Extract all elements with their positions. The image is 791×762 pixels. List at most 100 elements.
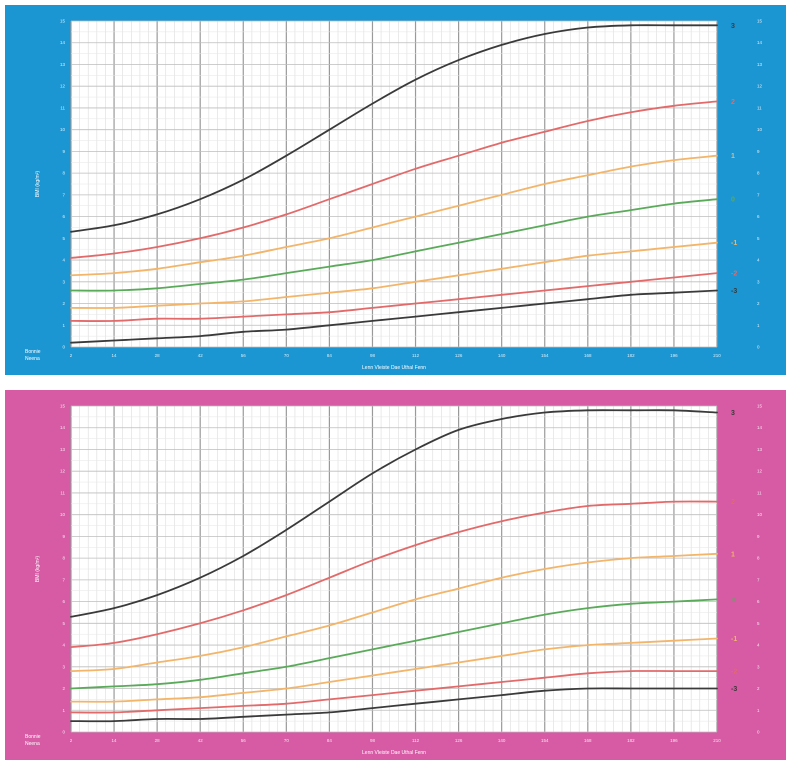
x-tick-label: 126 — [455, 353, 463, 358]
y-tick-label-right: 13 — [757, 447, 763, 452]
y-tick-label-right: 4 — [757, 643, 760, 648]
series-end-label: -2 — [731, 669, 737, 676]
x-axis-label: Lenn Vleiste Dae Uthal Fenn — [362, 750, 426, 756]
y-tick-label-right: 5 — [757, 621, 760, 626]
y-tick-label: 2 — [62, 301, 65, 306]
y-tick-label-right: 9 — [757, 149, 760, 154]
y-tick-label-right: 3 — [757, 664, 760, 669]
series-end-label: -3 — [731, 288, 737, 295]
x-tick-label: 196 — [670, 353, 678, 358]
x-tick-label: 2 — [70, 738, 73, 743]
series-end-label: 0 — [731, 197, 735, 204]
x-tick-label: 56 — [241, 353, 247, 358]
x-tick-label: 70 — [284, 353, 290, 358]
x-tick-label: 14 — [112, 738, 118, 743]
y-tick-label: 12 — [60, 469, 66, 474]
boys-bmi-chart-panel: 15 15 14 14 13 13 12 12 11 11 10 10 9 9 8 8 7 7 6 6 5 5 4 4 3 3 2 2… — [5, 5, 786, 375]
x-tick-label: 70 — [284, 738, 290, 743]
x-tick-label: 42 — [198, 353, 204, 358]
series-line-z2 — [70, 500, 718, 649]
series-line-z2 — [70, 100, 718, 259]
series-line-z-2 — [70, 670, 718, 714]
grid — [70, 20, 718, 348]
y-tick-label: 4 — [62, 643, 65, 648]
series-line-z-2 — [70, 272, 718, 322]
series-end-label: -2 — [731, 271, 737, 278]
y-tick-label-right: 14 — [757, 425, 763, 430]
corner-label-2: Neena — [25, 741, 40, 747]
x-tick-label: 42 — [198, 738, 204, 743]
y-tick-label-right: 0 — [757, 345, 760, 350]
x-tick-label: 196 — [670, 738, 678, 743]
series-end-label: 0 — [731, 597, 735, 604]
x-axis-label: Lenn Vleiste Dae Uthal Fenn — [362, 365, 426, 371]
y-tick-label: 1 — [62, 323, 65, 328]
y-tick-label-right: 12 — [757, 84, 763, 89]
y-tick-label-right: 11 — [757, 490, 762, 495]
y-axis-label: BMI (kg/m²) — [35, 556, 41, 582]
y-tick-label-right: 6 — [757, 599, 760, 604]
y-tick-label: 10 — [60, 127, 66, 132]
y-tick-label-right: 13 — [757, 62, 763, 67]
series-line-z-1 — [70, 637, 718, 703]
series-end-label: 2 — [731, 499, 735, 506]
x-tick-label: 182 — [627, 353, 635, 358]
y-tick-label: 6 — [62, 214, 65, 219]
grid — [70, 405, 718, 733]
y-tick-label: 11 — [60, 105, 65, 110]
y-tick-label: 7 — [62, 577, 65, 582]
y-tick-label-right: 9 — [757, 534, 760, 539]
y-tick-label-right: 7 — [757, 192, 760, 197]
y-tick-label: 14 — [60, 425, 66, 430]
y-tick-label-right: 1 — [757, 323, 760, 328]
series-end-label: 2 — [731, 99, 735, 106]
y-tick-label-right: 5 — [757, 236, 760, 241]
y-tick-label: 14 — [60, 40, 66, 45]
y-tick-label-right: 3 — [757, 279, 760, 284]
series-end-label: -3 — [731, 686, 737, 693]
series-end-label: 1 — [731, 153, 735, 160]
x-tick-label: 140 — [498, 353, 506, 358]
y-tick-label: 5 — [62, 621, 65, 626]
x-tick-label: 56 — [241, 738, 247, 743]
series-end-label: 3 — [731, 23, 735, 30]
x-tick-label: 84 — [327, 353, 333, 358]
series-line-z3 — [70, 24, 718, 233]
y-tick-label: 0 — [62, 730, 65, 735]
y-tick-label-right: 8 — [757, 171, 760, 176]
y-tick-label: 8 — [62, 171, 65, 176]
y-tick-label-right: 8 — [757, 556, 760, 561]
x-tick-label: 126 — [455, 738, 463, 743]
x-tick-label: 2 — [70, 353, 73, 358]
x-tick-label: 112 — [412, 738, 420, 743]
x-tick-label: 98 — [370, 738, 376, 743]
series-line-z3 — [70, 409, 718, 618]
corner-label: Bonnie — [25, 349, 41, 355]
y-tick-label-right: 12 — [757, 469, 763, 474]
y-tick-label: 2 — [62, 686, 65, 691]
y-tick-label: 8 — [62, 556, 65, 561]
series-end-label: -1 — [731, 636, 737, 643]
y-tick-label-right: 4 — [757, 258, 760, 263]
x-tick-label: 154 — [541, 353, 549, 358]
y-axis-label: BMI (kg/m²) — [35, 171, 41, 197]
y-tick-label-right: 10 — [757, 127, 763, 132]
series-end-label: 1 — [731, 551, 735, 558]
corner-label: Bonnie — [25, 734, 41, 740]
y-tick-label: 4 — [62, 258, 65, 263]
y-tick-label-right: 14 — [757, 40, 763, 45]
girls-bmi-chart-panel: 15 15 14 14 13 13 12 12 11 11 10 10 9 9 8 8 7 7 6 6 5 5 4 4 3 3 2 2… — [5, 390, 786, 760]
x-tick-label: 168 — [584, 353, 592, 358]
x-tick-label: 14 — [112, 353, 118, 358]
series-line-z0 — [70, 198, 718, 292]
corner-label-2: Neena — [25, 356, 40, 362]
y-tick-label: 0 — [62, 345, 65, 350]
series-line-z-1 — [70, 241, 718, 309]
y-tick-label-right: 2 — [757, 301, 760, 306]
y-tick-label: 11 — [60, 490, 65, 495]
y-tick-label: 10 — [60, 512, 66, 517]
x-tick-label: 168 — [584, 738, 592, 743]
x-tick-label: 28 — [155, 353, 161, 358]
y-tick-label-right: 11 — [757, 105, 762, 110]
